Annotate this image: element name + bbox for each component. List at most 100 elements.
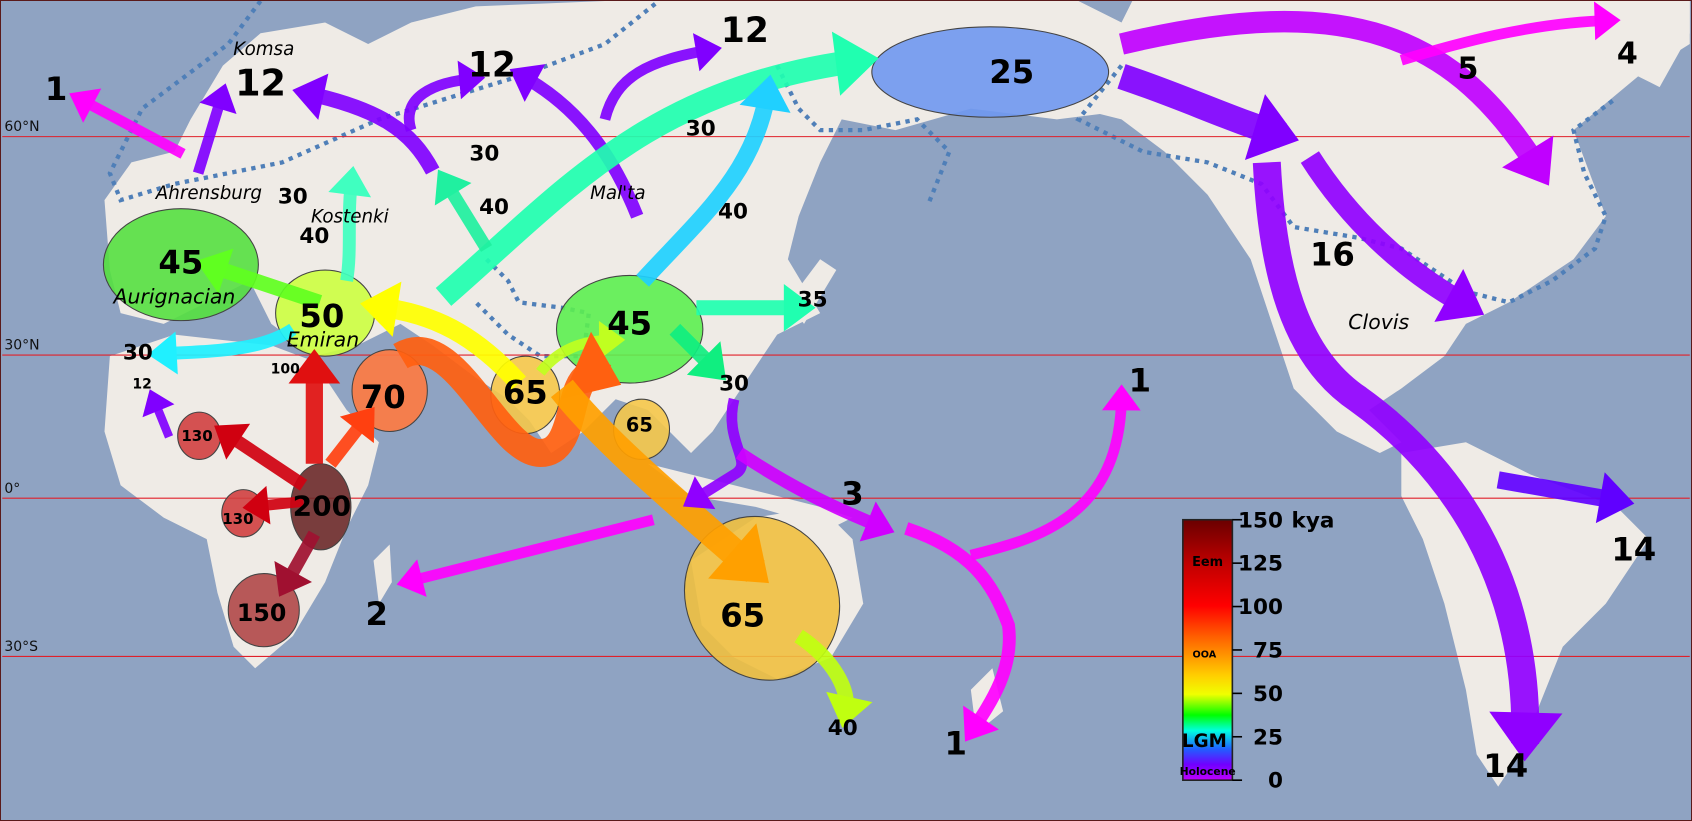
legend: 150 125 100 75 50 25 0 kya Eem OOA LGM Holocene [1180, 508, 1335, 793]
arrowhead [288, 348, 341, 384]
site-label-aurignacian: Aurignacian [112, 284, 236, 308]
node-beringia [871, 26, 1110, 118]
date-label-hawaii: 1 [1129, 362, 1151, 400]
arrowhead [1102, 384, 1141, 411]
latitude-label: 30°N [4, 338, 39, 354]
date-label-siberia-30: 30 [686, 117, 716, 142]
madagascar [373, 544, 392, 604]
arrowhead [831, 31, 879, 96]
arrowhead [434, 169, 472, 206]
date-label-iceland: 1 [45, 70, 67, 108]
latitude-label: 30°S [4, 639, 38, 655]
arrowhead [1489, 711, 1563, 762]
migration-arrow [550, 379, 765, 582]
date-label-siberia-north: 12 [721, 11, 769, 51]
legend-tick-label: 0 [1268, 769, 1283, 794]
date-label-japan: 35 [798, 288, 828, 313]
latitude-label: 60°N [4, 119, 39, 135]
date-label-sinai: 100 [271, 361, 300, 377]
arrowhead [826, 691, 873, 728]
arrowhead [214, 423, 251, 460]
legend-period-holocene: Holocene [1180, 765, 1236, 778]
arrowhead [195, 248, 234, 294]
migration-arrow [688, 397, 747, 507]
arrowhead [783, 284, 816, 332]
date-label-scandinavia: 12 [235, 62, 286, 105]
date-label-russia-30: 30 [469, 141, 499, 166]
date-label-greenland: 5 [1458, 51, 1479, 86]
node-label-emiran: 50 [299, 297, 344, 335]
migration-arrow [75, 93, 186, 159]
arrowhead [142, 389, 175, 418]
date-label-europe-30: 30 [278, 184, 308, 209]
date-label-patagonia: 14 [1483, 747, 1528, 785]
arrowhead [682, 476, 716, 510]
migration-arrow [435, 48, 865, 306]
migration-arrow [1300, 151, 1477, 318]
legend-unit: kya [1292, 508, 1335, 533]
site-label-malta: Mal'ta [590, 183, 645, 204]
migration-arrow [735, 447, 888, 535]
latitude-lines: 60°N 30°N 0° 30°S [2, 119, 1690, 657]
arrowhead [328, 166, 372, 198]
node-label-south-africa: 150 [237, 599, 286, 627]
arrowhead [69, 88, 102, 123]
date-label-russia-40: 40 [479, 195, 509, 220]
legend-colorbar [1182, 518, 1234, 781]
arrowhead [1502, 135, 1554, 186]
migration-arrow [599, 44, 714, 121]
node-label-arabia: 65 [503, 374, 548, 412]
legend-period-ooa: OOA [1193, 649, 1217, 660]
date-label-siberia-40: 40 [718, 199, 748, 224]
arrowhead [360, 281, 402, 337]
legend-tick-label: 125 [1238, 552, 1283, 577]
node-label-australia: 65 [720, 596, 765, 634]
arrowhead [1244, 94, 1299, 160]
date-label-n-africa-12: 12 [132, 376, 151, 392]
arrowhead [859, 501, 895, 542]
arrowhead [292, 73, 329, 120]
migration-arrow [1252, 161, 1540, 744]
node-label-central-africa: 130 [222, 510, 253, 528]
arrowhead [692, 33, 722, 72]
date-label-new-zealand: 1 [945, 724, 967, 762]
arrowhead [1434, 269, 1485, 322]
arrowhead [274, 560, 312, 597]
indonesia [647, 463, 853, 529]
date-label-greenland-east: 4 [1617, 36, 1638, 71]
node-label-aurignacian: 45 [158, 243, 203, 281]
arrowhead [242, 485, 271, 525]
node-label-se-asia: 65 [626, 413, 653, 436]
migration-arrow [515, 68, 644, 219]
arrowhead [686, 341, 727, 381]
ice-sheet-boundary [107, 1, 1618, 359]
legend-period-eem: Eem [1192, 555, 1223, 570]
site-label-komsa: Komsa [233, 39, 294, 60]
date-label-tasmania: 40 [828, 716, 858, 741]
migration-arrow [1119, 10, 1551, 179]
population-nodes [102, 26, 1110, 681]
map-labels: Komsa Ahrensburg Kostenki Mal'ta Aurignacian… [45, 11, 1656, 785]
legend-tick-label: 100 [1238, 595, 1283, 620]
site-label-emiran: Emiran [287, 327, 359, 351]
legend-period-lgm: LGM [1182, 731, 1227, 752]
arrowhead [147, 331, 178, 375]
migration-arrow [636, 85, 778, 287]
date-label-melanesia: 3 [841, 475, 863, 513]
arrowhead [396, 559, 427, 597]
migration-arrow [1399, 14, 1612, 66]
arrowhead [1594, 1, 1621, 41]
date-label-north-america: 16 [1310, 236, 1355, 274]
migration-arrow [904, 522, 1016, 737]
migration-arrow [157, 323, 297, 361]
site-label-clovis: Clovis [1348, 310, 1409, 334]
legend-tick-label: 150 [1238, 508, 1283, 533]
node-label-west-africa: 130 [181, 427, 212, 445]
date-label-taiwan: 30 [719, 372, 749, 397]
date-label-n-africa-30: 30 [123, 340, 153, 365]
node-label-east-africa: 200 [293, 489, 351, 522]
arrowhead [199, 83, 237, 115]
arrowhead [598, 320, 626, 360]
arrowhead [339, 407, 375, 444]
node-label-levant: 70 [361, 378, 406, 416]
